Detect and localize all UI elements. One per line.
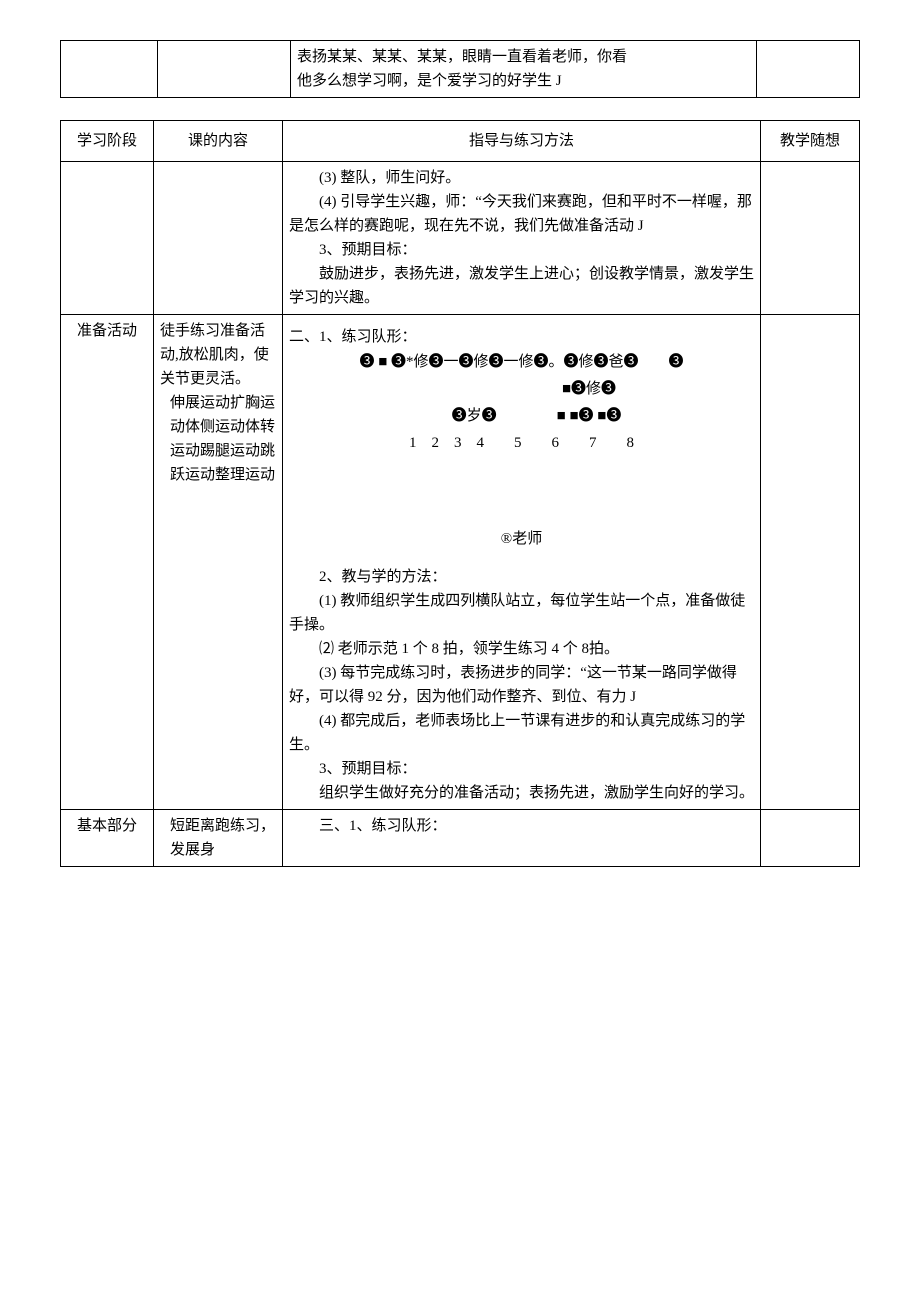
teacher-gap [289, 551, 754, 565]
lesson-plan-table: 学习阶段 课的内容 指导与练习方法 教学随想 (3) 整队，师生问好。 (4) … [60, 120, 860, 867]
top-text-line1: 表扬某某、某某、某某，眼睛一直看着老师，你看 [297, 45, 750, 69]
teacher-label: ®老师 [289, 527, 754, 551]
top-fragment-table: 表扬某某、某某、某某，眼睛一直看着老师，你看 他多么想学习啊，是个爱学习的好学生… [60, 40, 860, 98]
top-col1-cell [61, 41, 158, 98]
prep-c3-p4: ⑵ 老师示范 1 个 8 拍，领学生练习 4 个 8拍。 [289, 637, 754, 661]
prep-method-cell: 二、1、练习队形： ❸ ■ ❸*修❸一❸修❸一修❸。❸修❸爸❸ ❸ ■❸修❸ ❸… [283, 315, 761, 810]
row-intro: (3) 整队，师生问好。 (4) 引导学生兴趣，师：“今天我们来赛跑，但和平时不… [61, 162, 860, 315]
prep-stage-cell: 准备活动 [61, 315, 154, 810]
prep-c3-p6: (4) 都完成后，老师表场比上一节课有进步的和认真完成练习的学生。 [289, 709, 754, 757]
row-prep: 准备活动 徒手练习准备活动,放松肌肉，使关节更灵活。 伸展运动扩胸运动体侧运动体… [61, 315, 860, 810]
prep-content-p2: 伸展运动扩胸运动体侧运动体转运动踢腿运动跳跃运动整理运动 [160, 391, 276, 487]
intro-stage-cell [61, 162, 154, 315]
row-basic: 基本部分 短距离跑练习，发展身 三、1、练习队形： [61, 810, 860, 867]
prep-c3-p2: 2、教与学的方法： [289, 565, 754, 589]
prep-c3-p1: 二、1、练习队形： [289, 325, 754, 349]
basic-c3-p1: 三、1、练习队形： [289, 814, 754, 838]
prep-c3-p5: (3) 每节完成练习时，表扬进步的同学：“这一节某一路同学做得好，可以得 92 … [289, 661, 754, 709]
top-col2-cell [158, 41, 291, 98]
prep-c3-p8: 组织学生做好充分的准备活动；表扬先进，激励学生向好的学习。 [289, 781, 754, 805]
intro-p2: (4) 引导学生兴趣，师：“今天我们来赛跑，但和平时不一样喔，那是怎么样的赛跑呢… [289, 190, 754, 238]
formation-gap [289, 457, 754, 527]
intro-content-cell [154, 162, 283, 315]
prep-c3-p3: (1) 教师组织学生成四列横队站立，每位学生站一个点，准备做徒手操。 [289, 589, 754, 637]
header-notes: 教学随想 [761, 121, 860, 162]
prep-c3-p7: 3、预期目标： [289, 757, 754, 781]
basic-content-cell: 短距离跑练习，发展身 [154, 810, 283, 867]
formation-line3: ❸岁❸ ■ ■❸ ■❸ [289, 403, 754, 430]
top-col3-cell: 表扬某某、某某、某某，眼睛一直看着老师，你看 他多么想学习啊，是个爱学习的好学生… [291, 41, 757, 98]
intro-notes-cell [761, 162, 860, 315]
header-content: 课的内容 [154, 121, 283, 162]
prep-content-p1: 徒手练习准备活动,放松肌肉，使关节更灵活。 [160, 319, 276, 391]
header-method: 指导与练习方法 [283, 121, 761, 162]
prep-notes-cell [761, 315, 860, 810]
header-stage: 学习阶段 [61, 121, 154, 162]
intro-p1: (3) 整队，师生问好。 [289, 166, 754, 190]
intro-p3: 3、预期目标： [289, 238, 754, 262]
top-col4-cell [757, 41, 860, 98]
table-gap [60, 98, 860, 120]
top-text-line2: 他多么想学习啊，是个爱学习的好学生 J [297, 69, 750, 93]
basic-method-cell: 三、1、练习队形： [283, 810, 761, 867]
header-row: 学习阶段 课的内容 指导与练习方法 教学随想 [61, 121, 860, 162]
intro-p4: 鼓励进步，表扬先进，激发学生上进心；创设教学情景，激发学生学习的兴趣。 [289, 262, 754, 310]
formation-line1: ❸ ■ ❸*修❸一❸修❸一修❸。❸修❸爸❸ ❸ [289, 349, 754, 376]
basic-content-text: 短距离跑练习，发展身 [160, 814, 276, 862]
intro-method-cell: (3) 整队，师生问好。 (4) 引导学生兴趣，师：“今天我们来赛跑，但和平时不… [283, 162, 761, 315]
prep-content-cell: 徒手练习准备活动,放松肌肉，使关节更灵活。 伸展运动扩胸运动体侧运动体转运动踢腿… [154, 315, 283, 810]
basic-stage-cell: 基本部分 [61, 810, 154, 867]
formation-line2: ■❸修❸ [289, 376, 754, 403]
basic-notes-cell [761, 810, 860, 867]
formation-nums: 1 2 3 4 5 6 7 8 [289, 430, 754, 457]
